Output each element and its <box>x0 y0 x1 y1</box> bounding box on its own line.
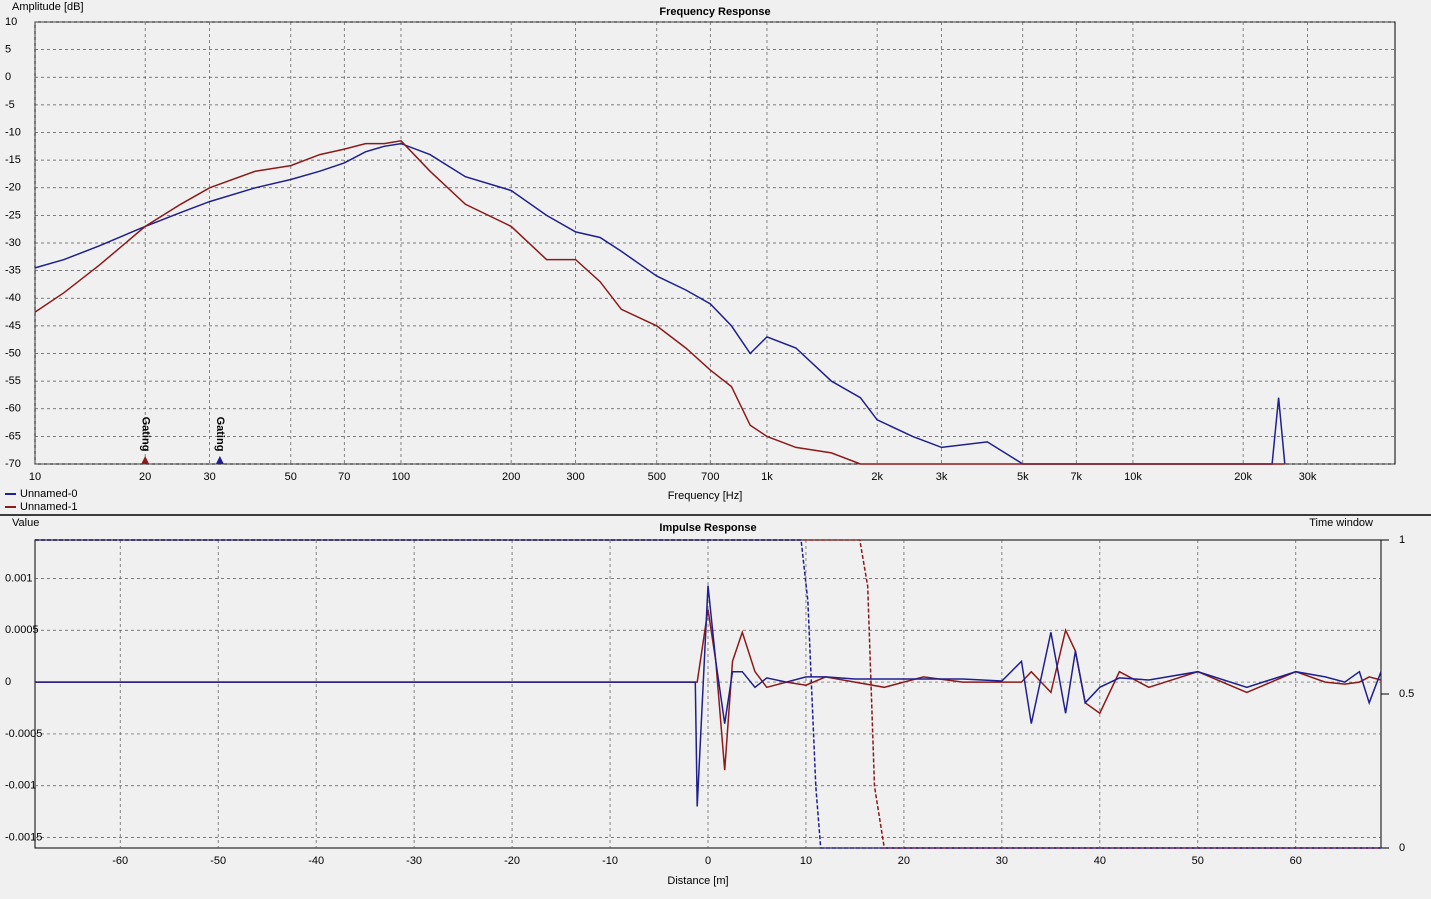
y-tick-label: 0.0005 <box>5 624 39 636</box>
y-tick-label: -65 <box>5 430 21 442</box>
x-tick-label: 20k <box>1234 471 1252 483</box>
x-tick-label: 50 <box>1192 855 1204 867</box>
x-axis-label: Frequency [Hz] <box>668 490 743 502</box>
y-tick-label: 10 <box>5 16 17 28</box>
x-axis-label: Distance [m] <box>667 875 728 887</box>
y-tick-label: -0.0015 <box>5 832 42 844</box>
y-tick-label: -15 <box>5 154 21 166</box>
x-tick-label: 10k <box>1124 471 1142 483</box>
series-line <box>34 139 1285 465</box>
x-tick-label: -60 <box>112 855 128 867</box>
x-tick-label: 2k <box>871 471 883 483</box>
x-tick-label: 300 <box>566 471 584 483</box>
x-tick-label: 200 <box>502 471 520 483</box>
y2-tick-label: 0 <box>1399 842 1405 854</box>
x-tick-label: 30k <box>1299 471 1317 483</box>
x-tick-label: 20 <box>139 471 151 483</box>
y-tick-label: 0 <box>5 676 11 688</box>
gating-marker <box>215 456 224 464</box>
x-tick-label: 40 <box>1094 855 1106 867</box>
y-tick-label: -50 <box>5 347 21 359</box>
x-tick-label: 3k <box>936 471 948 483</box>
y-tick-label: 0 <box>5 71 11 83</box>
annotation: Gating <box>139 417 151 452</box>
x-tick-label: 10 <box>29 471 41 483</box>
y2-axis-label: Time window <box>1309 517 1373 529</box>
y-tick-label: -20 <box>5 182 21 194</box>
x-tick-label: 500 <box>648 471 666 483</box>
y-tick-label: -35 <box>5 265 21 277</box>
x-tick-label: 60 <box>1290 855 1302 867</box>
y-tick-label: -60 <box>5 403 21 415</box>
legend-label: Unnamed-0 <box>20 488 77 500</box>
x-tick-label: -30 <box>406 855 422 867</box>
x-tick-label: 30 <box>996 855 1008 867</box>
x-tick-label: -20 <box>504 855 520 867</box>
y-tick-label: -40 <box>5 292 21 304</box>
x-tick-label: 50 <box>285 471 297 483</box>
y-axis-label: Value <box>12 517 39 529</box>
x-tick-label: 100 <box>392 471 410 483</box>
y-tick-label: -45 <box>5 320 21 332</box>
y-tick-label: -30 <box>5 237 21 249</box>
x-tick-label: 20 <box>898 855 910 867</box>
y-axis-label: Amplitude [dB] <box>12 1 84 13</box>
x-tick-label: 700 <box>701 471 719 483</box>
series-line <box>35 585 1382 807</box>
x-tick-label: -40 <box>308 855 324 867</box>
y-tick-label: -0.0005 <box>5 728 42 740</box>
annotation: Gating <box>214 417 226 452</box>
y-tick-label: -70 <box>5 458 21 470</box>
x-tick-label: 70 <box>338 471 350 483</box>
y-tick-label: -10 <box>5 126 21 138</box>
x-tick-label: 1k <box>761 471 773 483</box>
y-tick-label: 0.001 <box>5 572 33 584</box>
legend-label: Unnamed-1 <box>20 501 77 513</box>
x-tick-label: -50 <box>210 855 226 867</box>
y-tick-label: -25 <box>5 209 21 221</box>
y-tick-label: 5 <box>5 44 11 56</box>
series-line <box>35 539 1381 849</box>
chart-title: Frequency Response <box>659 6 770 18</box>
x-tick-label: 5k <box>1017 471 1029 483</box>
x-tick-label: 0 <box>705 855 711 867</box>
x-tick-label: 7k <box>1070 471 1082 483</box>
y-tick-label: -0.001 <box>5 780 36 792</box>
y-tick-label: -5 <box>5 99 15 111</box>
y2-tick-label: 1 <box>1399 534 1405 546</box>
x-tick-label: 10 <box>800 855 812 867</box>
x-tick-label: 30 <box>203 471 215 483</box>
x-tick-label: -10 <box>602 855 618 867</box>
y2-tick-label: 0.5 <box>1399 688 1414 700</box>
chart-title: Impulse Response <box>659 522 756 534</box>
gating-marker <box>141 456 150 464</box>
y-tick-label: -55 <box>5 375 21 387</box>
